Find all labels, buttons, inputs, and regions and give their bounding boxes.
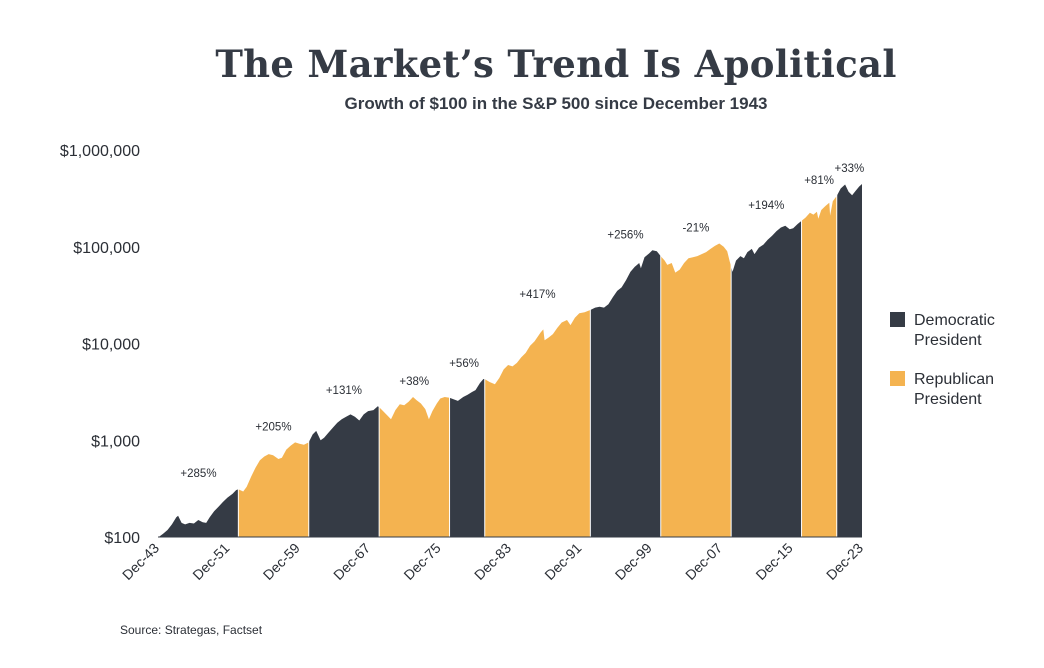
term-area-democratic-10 (836, 184, 862, 537)
term-change-labels: +285% +205% +131% +38% +56% +417% +256% -21% +19… (180, 163, 864, 480)
term-area-republican-5 (484, 310, 591, 537)
term-area-republican-9 (801, 196, 837, 537)
x-tick-label: Dec-07 (682, 540, 725, 583)
term-change-label: +38% (399, 376, 429, 388)
term-change-label: +81% (804, 175, 834, 187)
term-change-label: +417% (519, 289, 555, 301)
legend-item-democratic: Democratic President (890, 312, 995, 349)
legend-label-democratic-line2: President (914, 332, 982, 349)
x-tick-label: Dec-59 (260, 540, 303, 583)
term-area-democratic-0 (158, 489, 239, 537)
legend: Democratic President Republican Presiden… (890, 312, 995, 408)
x-tick-label: Dec-67 (330, 540, 373, 583)
y-tick-label: $100,000 (73, 240, 140, 257)
x-axis: Dec-43 Dec-51 Dec-59 Dec-67 Dec-75 Dec-83 Dec-… (119, 536, 866, 583)
x-tick-label: Dec-99 (612, 540, 655, 583)
y-axis: $100 $1,000 $10,000 $100,000 $1,000,000 (60, 143, 140, 547)
term-change-label: +56% (449, 358, 479, 370)
term-change-label: +256% (607, 229, 643, 241)
y-tick-label: $1,000 (91, 433, 140, 450)
term-change-label: -21% (682, 223, 709, 235)
x-tick-label: Dec-15 (752, 540, 795, 583)
term-area-democratic-4 (449, 379, 485, 537)
term-areas (158, 184, 862, 538)
y-tick-label: $1,000,000 (60, 143, 140, 160)
term-area-republican-3 (379, 397, 450, 537)
term-change-label: +33% (835, 163, 865, 175)
term-area-democratic-6 (590, 250, 661, 538)
source-note: Source: Strategas, Factset (120, 623, 263, 637)
legend-item-republican: Republican President (890, 371, 994, 408)
term-change-label: +194% (748, 200, 784, 212)
legend-label-republican-line1: Republican (914, 371, 994, 388)
term-change-label: +131% (326, 385, 362, 397)
x-tick-label: Dec-83 (471, 540, 514, 583)
term-change-label: +285% (180, 468, 216, 480)
legend-label-republican-line2: President (914, 391, 982, 408)
x-tick-label: Dec-51 (189, 540, 232, 583)
term-change-label: +205% (255, 421, 291, 433)
x-tick-label: Dec-91 (541, 540, 584, 583)
chart-subtitle: Growth of $100 in the S&P 500 since Dece… (345, 94, 768, 113)
legend-label-democratic-line1: Democratic (914, 312, 995, 329)
y-tick-label: $100 (104, 530, 140, 547)
chart-title: The Market’s Trend Is Apolitical (215, 42, 896, 86)
legend-swatch-republican (890, 371, 905, 386)
legend-swatch-democratic (890, 312, 905, 327)
term-area-republican-1 (238, 442, 309, 537)
x-tick-label: Dec-23 (823, 540, 866, 583)
x-tick-label: Dec-75 (400, 540, 443, 583)
y-tick-label: $10,000 (82, 337, 140, 354)
term-area-democratic-2 (308, 406, 380, 537)
term-area-republican-7 (660, 243, 732, 537)
term-area-democratic-8 (731, 220, 802, 537)
